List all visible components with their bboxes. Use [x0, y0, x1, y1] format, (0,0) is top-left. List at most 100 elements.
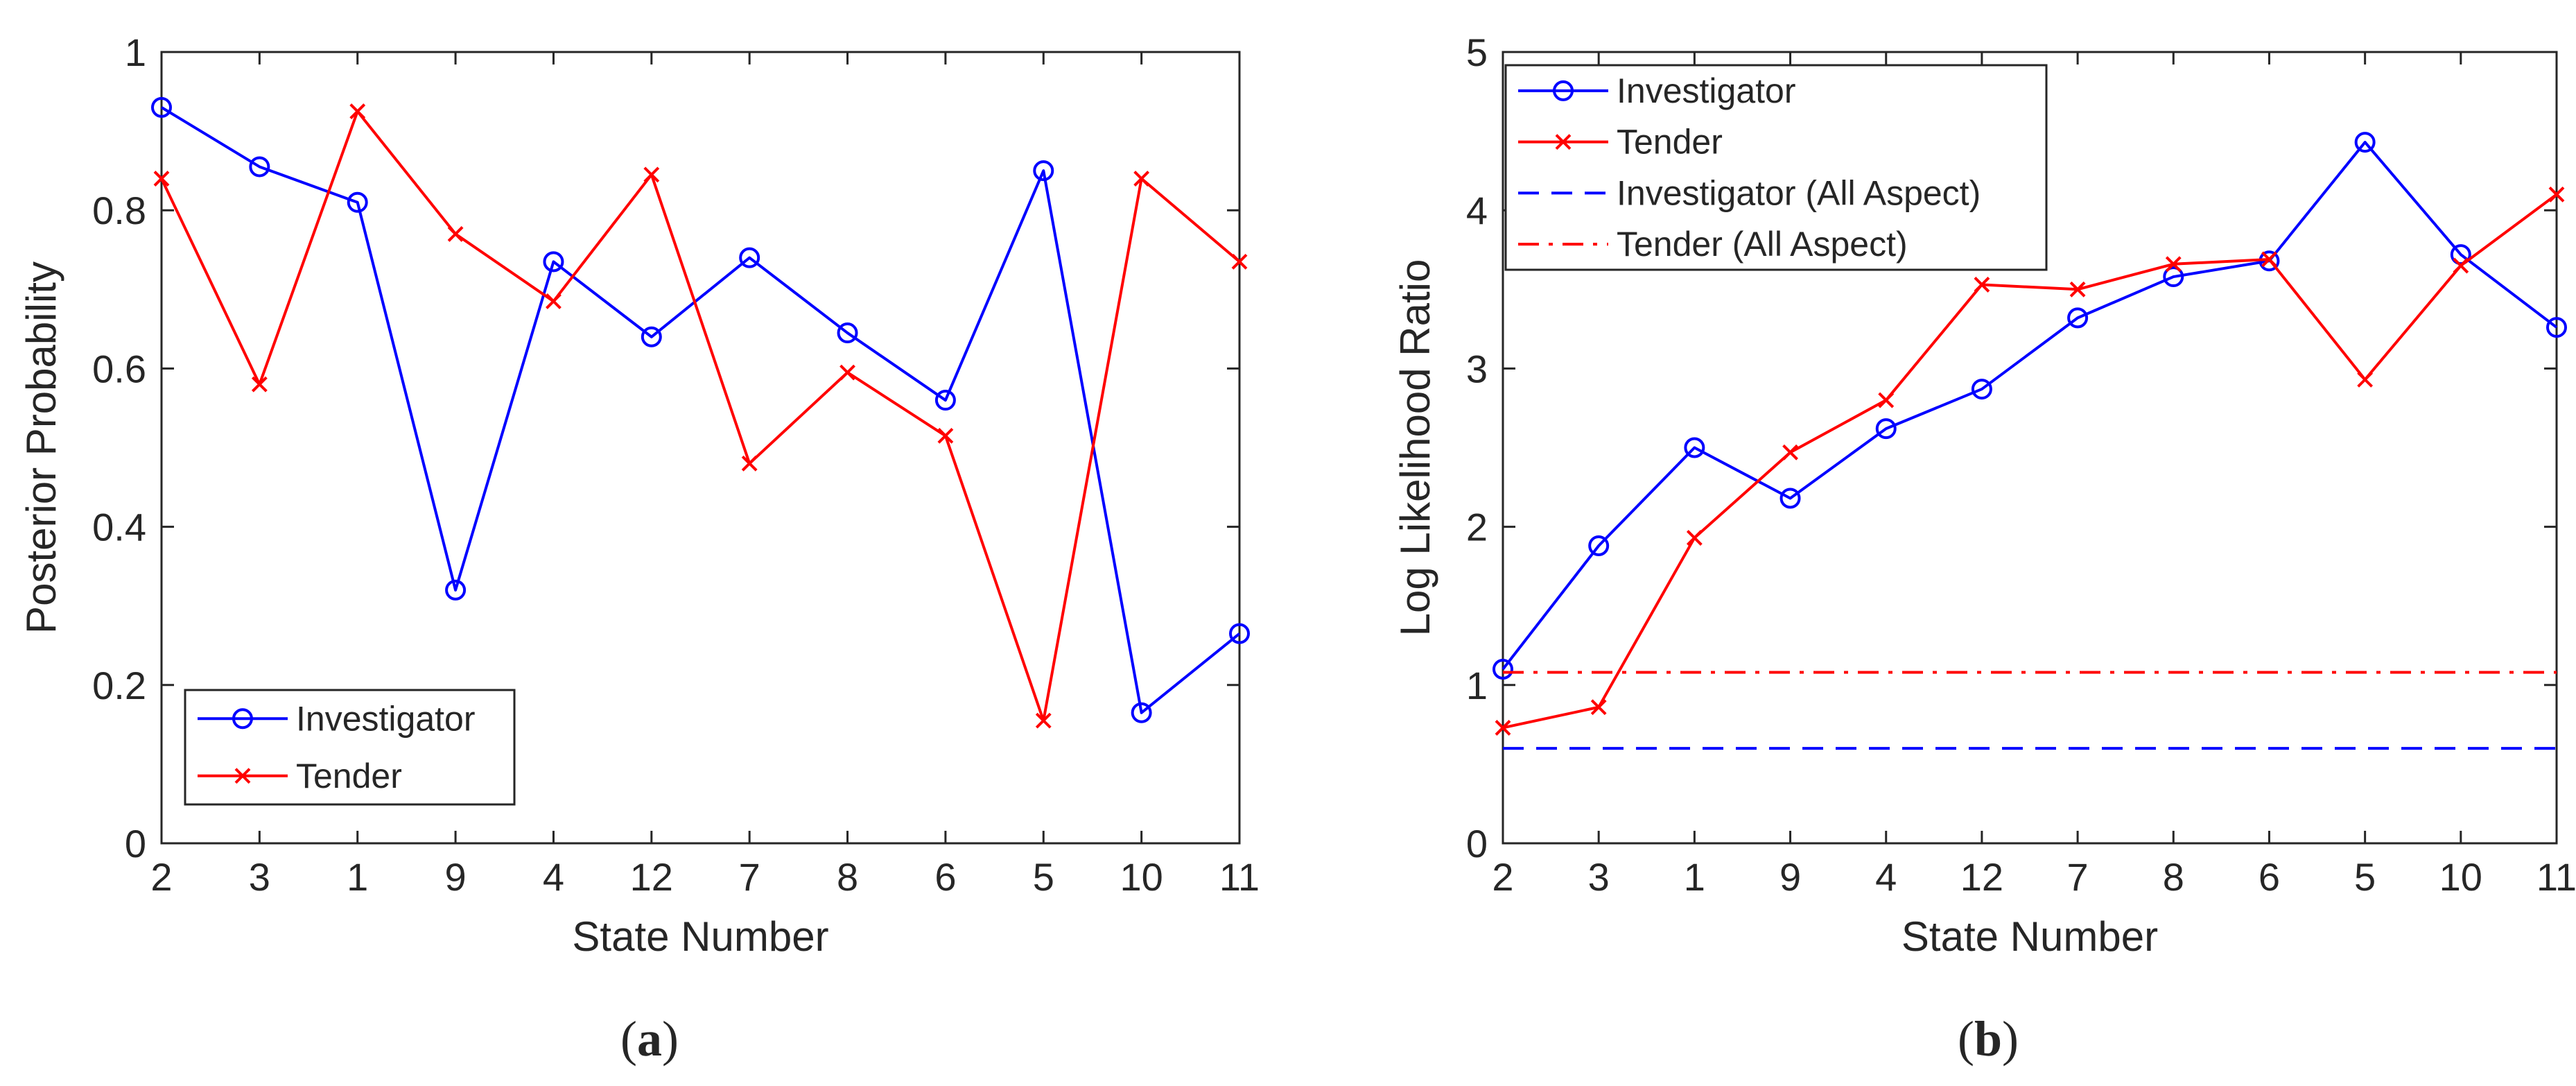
x-tick-label: 2	[1492, 855, 1513, 899]
series-line-investigator	[160, 106, 1241, 714]
data-point-tender	[2357, 371, 2374, 388]
legend-box-b	[1504, 64, 2048, 271]
data-point-investigator	[1971, 379, 1992, 400]
panel-b-label-letter: b	[1974, 1011, 2002, 1067]
x-tick-label: 6	[934, 855, 956, 899]
legend-marker-investigator	[1553, 80, 1574, 101]
axes-box-a	[160, 51, 1241, 845]
y-tick-label: 1	[1466, 664, 1488, 707]
legend-label: Investigator	[1617, 71, 1795, 110]
data-point-tender	[1231, 253, 1248, 270]
legend-label: Investigator (All Aspect)	[1617, 173, 1981, 212]
y-tick-label: 3	[1466, 347, 1488, 390]
x-tick-label: 3	[249, 855, 270, 899]
y-tick-label: 5	[1466, 31, 1488, 74]
data-point-investigator	[249, 156, 270, 178]
panel-a-label: (a)	[620, 1011, 679, 1067]
data-point-investigator	[347, 191, 368, 213]
y-tick-label: 0.8	[92, 189, 146, 232]
data-point-investigator	[2546, 317, 2567, 338]
x-tick-label: 1	[1684, 855, 1705, 899]
panel-b-label-close: )	[2002, 1011, 2019, 1067]
series-line-investigator	[1502, 141, 2558, 671]
data-point-investigator	[1229, 623, 1250, 644]
data-point-tender	[1782, 444, 1798, 460]
x-tick-label: 10	[2439, 855, 2482, 899]
data-point-tender	[447, 226, 464, 242]
x-tick-label: 12	[630, 855, 673, 899]
data-point-investigator	[1131, 702, 1152, 723]
data-point-tender	[643, 166, 660, 183]
legend-marker-tender	[234, 768, 251, 784]
data-point-tender	[937, 427, 954, 444]
legend-label: Tender	[296, 757, 402, 795]
data-point-investigator	[1684, 437, 1705, 458]
series-line-tender	[160, 110, 1241, 723]
y-tick-label: 1	[125, 31, 146, 74]
legend-marker-tender	[1555, 134, 1572, 150]
x-tick-label: 2	[150, 855, 172, 899]
panel-b-label: (b)	[1958, 1011, 2019, 1067]
data-point-tender	[1590, 699, 1607, 716]
x-tick-label: 3	[1588, 855, 1610, 899]
axes-box-b	[1502, 51, 2558, 845]
x-tick-label: 11	[1219, 855, 1260, 899]
y-axis-label: Log Likelihood Ratio	[1392, 259, 1438, 637]
data-point-investigator	[445, 579, 467, 601]
data-point-investigator	[1033, 160, 1054, 182]
data-point-tender	[2165, 256, 2182, 273]
data-point-tender	[2548, 186, 2565, 202]
data-point-tender	[2453, 257, 2469, 274]
x-tick-label: 7	[2067, 855, 2089, 899]
y-tick-label: 0.4	[92, 506, 146, 549]
data-point-tender	[2069, 281, 2086, 298]
x-tick-label: 9	[445, 855, 467, 899]
x-tick-label: 5	[2354, 855, 2376, 899]
panel-a-label-close: )	[662, 1011, 679, 1067]
x-tick-label: 4	[1875, 855, 1897, 899]
panel-b-label-open: (	[1958, 1011, 1974, 1067]
data-point-investigator	[2163, 266, 2184, 288]
data-point-investigator	[641, 326, 662, 347]
x-tick-label: 1	[347, 855, 368, 899]
legend-label: Investigator	[296, 699, 475, 738]
x-tick-label: 6	[2259, 855, 2280, 899]
x-tick-label: 8	[837, 855, 858, 899]
data-point-investigator	[2450, 244, 2471, 266]
data-point-tender	[1495, 719, 1511, 736]
y-tick-label: 0.2	[92, 664, 146, 707]
data-point-investigator	[543, 251, 564, 273]
data-point-tender	[1686, 530, 1703, 546]
panel-a-label-letter: a	[637, 1011, 662, 1067]
data-point-tender	[153, 171, 170, 187]
data-point-investigator	[837, 322, 858, 344]
x-tick-label: 8	[2163, 855, 2184, 899]
data-point-investigator	[1588, 535, 1610, 556]
y-tick-label: 0.6	[92, 347, 146, 390]
x-tick-label: 5	[1033, 855, 1054, 899]
data-point-investigator	[1492, 658, 1513, 680]
x-tick-label: 10	[1120, 855, 1163, 899]
x-tick-label: 4	[543, 855, 564, 899]
data-point-tender	[251, 376, 268, 393]
series-line-tender	[1502, 193, 2558, 730]
data-point-investigator	[2354, 132, 2376, 153]
chart-a: (a) 2 3 1 9 4 12 7 8 6 5 10 11 0 0.2 0.4 0.6 0.8 1 State N…	[18, 31, 1260, 1067]
x-tick-label: 11	[2536, 855, 2576, 899]
y-tick-label: 2	[1466, 506, 1488, 549]
y-tick-label: 0	[125, 822, 146, 865]
x-tick-label: 12	[1960, 855, 2003, 899]
data-point-tender	[546, 293, 562, 309]
x-axis-label: State Number	[1901, 913, 2158, 960]
data-point-investigator	[1779, 488, 1801, 509]
x-axis-label: State Number	[572, 913, 828, 960]
legend-label: Tender	[1617, 123, 1723, 162]
y-tick-label: 4	[1466, 189, 1488, 232]
data-point-tender	[1878, 392, 1895, 408]
data-point-tender	[2261, 251, 2277, 268]
y-axis-label: Posterior Probability	[18, 261, 64, 634]
data-point-investigator	[2067, 307, 2089, 329]
